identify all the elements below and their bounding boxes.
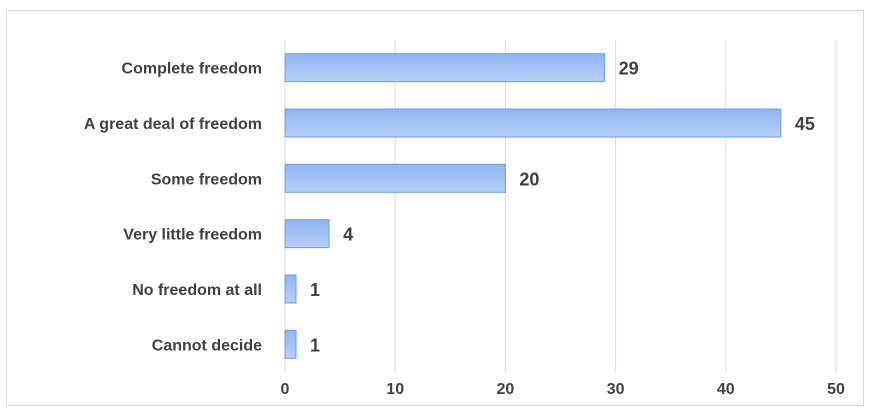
x-tick-label: 0 [281,381,290,398]
bar [284,108,782,138]
category-label: Very little freedom [123,227,262,244]
category-label: A great deal of freedom [84,116,262,133]
x-tick-label: 10 [386,381,404,398]
x-tick-label: 40 [717,381,735,398]
category-label: Some freedom [151,171,262,188]
x-tick-label: 30 [607,381,625,398]
data-labels: 29 45 20 4 1 1 [310,59,815,356]
category-label: No freedom at all [132,282,262,299]
category-labels: Complete freedom A great deal of freedom S… [84,61,262,355]
data-label: 20 [519,169,539,189]
bar [284,274,297,304]
bar [284,219,330,249]
bar [284,329,297,359]
data-label: 1 [310,335,320,355]
category-label: Complete freedom [122,61,262,78]
bar [284,163,506,193]
gridlines [284,40,837,372]
data-label: 4 [343,225,353,245]
x-tick-label: 50 [827,381,845,398]
data-label: 1 [310,280,320,300]
data-label: 45 [795,114,815,134]
x-tick-label: 20 [497,381,515,398]
x-axis-ticks: 0 10 20 30 40 50 [281,381,845,398]
category-label: Cannot decide [152,337,262,354]
bars [284,53,782,359]
data-label: 29 [619,59,639,79]
bar [284,53,606,83]
